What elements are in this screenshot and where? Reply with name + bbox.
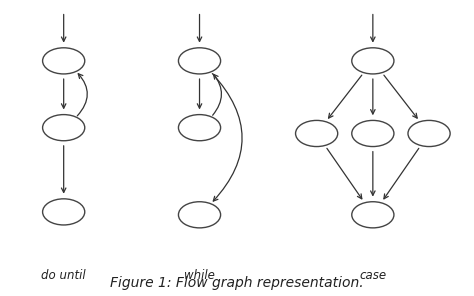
Text: case: case xyxy=(359,268,386,281)
Circle shape xyxy=(43,48,85,74)
Circle shape xyxy=(43,199,85,225)
Text: do until: do until xyxy=(41,268,86,281)
Circle shape xyxy=(408,120,450,147)
Circle shape xyxy=(178,48,220,74)
Circle shape xyxy=(352,202,394,228)
Circle shape xyxy=(352,48,394,74)
Circle shape xyxy=(178,202,220,228)
Circle shape xyxy=(352,120,394,147)
Text: while: while xyxy=(184,268,215,281)
Circle shape xyxy=(296,120,337,147)
Text: Figure 1: Flow graph representation.: Figure 1: Flow graph representation. xyxy=(110,276,364,290)
Circle shape xyxy=(178,115,220,141)
Circle shape xyxy=(43,115,85,141)
